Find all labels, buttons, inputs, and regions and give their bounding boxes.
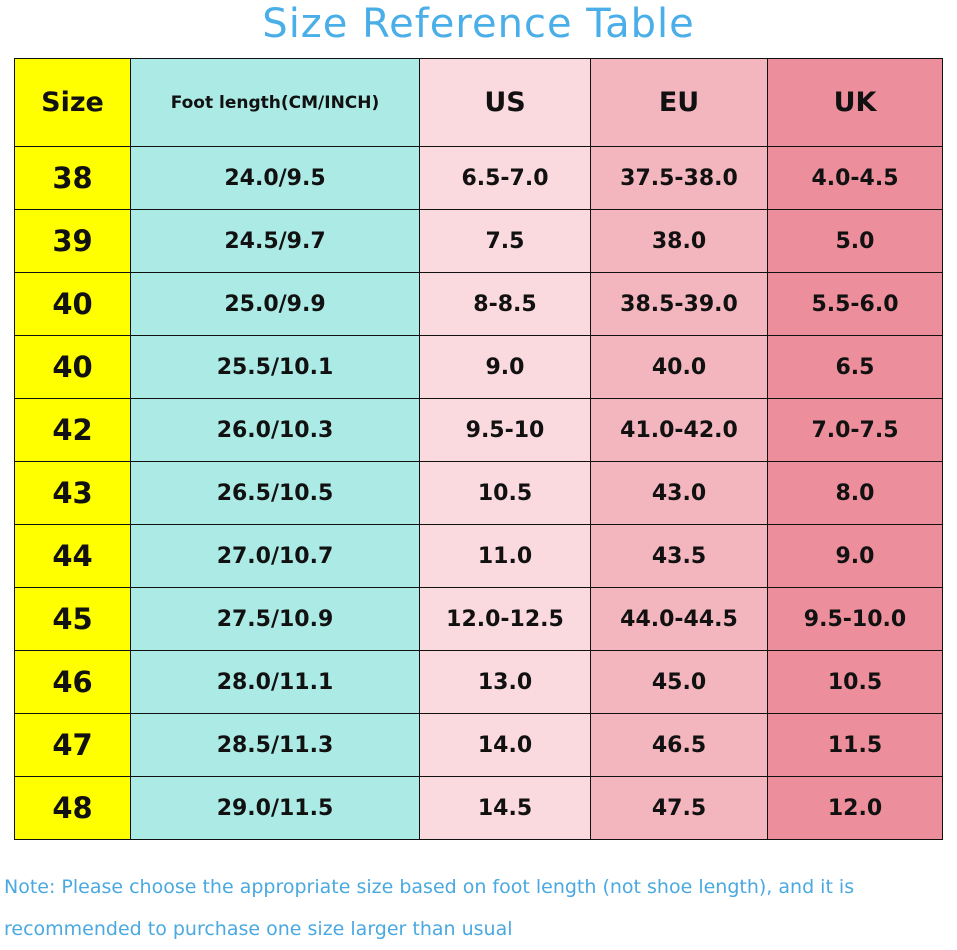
cell-size: 46	[14, 650, 131, 714]
cell-us: 11.0	[419, 524, 591, 588]
table-row: 48 29.0/11.5 14.5 47.5 12.0	[14, 776, 943, 840]
cell-foot-length: 28.0/11.1	[130, 650, 420, 714]
cell-size: 39	[14, 209, 131, 273]
table-row: 39 24.5/9.7 7.5 38.0 5.0	[14, 209, 943, 273]
cell-foot-length: 29.0/11.5	[130, 776, 420, 840]
cell-foot-length: 25.5/10.1	[130, 335, 420, 399]
cell-foot-length: 24.5/9.7	[130, 209, 420, 273]
cell-uk: 9.0	[767, 524, 943, 588]
table-row: 38 24.0/9.5 6.5-7.0 37.5-38.0 4.0-4.5	[14, 146, 943, 210]
header-eu: EU	[590, 58, 768, 147]
cell-uk: 5.5-6.0	[767, 272, 943, 336]
cell-size: 43	[14, 461, 131, 525]
page-title: Size Reference Table	[262, 1, 695, 47]
cell-us: 9.0	[419, 335, 591, 399]
header-uk: UK	[767, 58, 943, 147]
cell-eu: 43.5	[590, 524, 768, 588]
cell-us: 14.5	[419, 776, 591, 840]
header-size: Size	[14, 58, 131, 147]
cell-size: 40	[14, 272, 131, 336]
cell-uk: 6.5	[767, 335, 943, 399]
cell-eu: 44.0-44.5	[590, 587, 768, 651]
cell-size: 47	[14, 713, 131, 777]
cell-uk: 5.0	[767, 209, 943, 273]
cell-us: 10.5	[419, 461, 591, 525]
cell-uk: 4.0-4.5	[767, 146, 943, 210]
cell-foot-length: 24.0/9.5	[130, 146, 420, 210]
cell-eu: 41.0-42.0	[590, 398, 768, 462]
cell-foot-length: 25.0/9.9	[130, 272, 420, 336]
cell-eu: 47.5	[590, 776, 768, 840]
cell-size: 44	[14, 524, 131, 588]
size-note: Note: Please choose the appropriate size…	[4, 876, 855, 940]
cell-foot-length: 27.0/10.7	[130, 524, 420, 588]
header-foot-length: Foot length(CM/INCH)	[130, 58, 420, 147]
cell-eu: 45.0	[590, 650, 768, 714]
cell-size: 45	[14, 587, 131, 651]
cell-uk: 11.5	[767, 713, 943, 777]
cell-uk: 8.0	[767, 461, 943, 525]
cell-eu: 38.5-39.0	[590, 272, 768, 336]
cell-uk: 10.5	[767, 650, 943, 714]
cell-us: 14.0	[419, 713, 591, 777]
cell-foot-length: 27.5/10.9	[130, 587, 420, 651]
cell-uk: 7.0-7.5	[767, 398, 943, 462]
cell-eu: 40.0	[590, 335, 768, 399]
cell-uk: 12.0	[767, 776, 943, 840]
cell-foot-length: 26.5/10.5	[130, 461, 420, 525]
size-table: Size Foot length(CM/INCH) US EU UK 38 24.…	[14, 58, 943, 840]
cell-size: 38	[14, 146, 131, 210]
cell-eu: 38.0	[590, 209, 768, 273]
cell-uk: 9.5-10.0	[767, 587, 943, 651]
cell-size: 48	[14, 776, 131, 840]
table-row: 42 26.0/10.3 9.5-10 41.0-42.0 7.0-7.5	[14, 398, 943, 462]
table-header-row: Size Foot length(CM/INCH) US EU UK	[14, 58, 943, 147]
cell-us: 7.5	[419, 209, 591, 273]
table-row: 43 26.5/10.5 10.5 43.0 8.0	[14, 461, 943, 525]
header-us: US	[419, 58, 591, 147]
table-row: 44 27.0/10.7 11.0 43.5 9.0	[14, 524, 943, 588]
table-row: 47 28.5/11.3 14.0 46.5 11.5	[14, 713, 943, 777]
cell-eu: 37.5-38.0	[590, 146, 768, 210]
cell-size: 40	[14, 335, 131, 399]
cell-foot-length: 28.5/11.3	[130, 713, 420, 777]
cell-us: 12.0-12.5	[419, 587, 591, 651]
cell-foot-length: 26.0/10.3	[130, 398, 420, 462]
table-row: 45 27.5/10.9 12.0-12.5 44.0-44.5 9.5-10.0	[14, 587, 943, 651]
cell-eu: 46.5	[590, 713, 768, 777]
table-row: 40 25.5/10.1 9.0 40.0 6.5	[14, 335, 943, 399]
cell-us: 13.0	[419, 650, 591, 714]
cell-size: 42	[14, 398, 131, 462]
cell-eu: 43.0	[590, 461, 768, 525]
cell-us: 9.5-10	[419, 398, 591, 462]
cell-us: 8-8.5	[419, 272, 591, 336]
cell-us: 6.5-7.0	[419, 146, 591, 210]
table-row: 40 25.0/9.9 8-8.5 38.5-39.0 5.5-6.0	[14, 272, 943, 336]
table-row: 46 28.0/11.1 13.0 45.0 10.5	[14, 650, 943, 714]
